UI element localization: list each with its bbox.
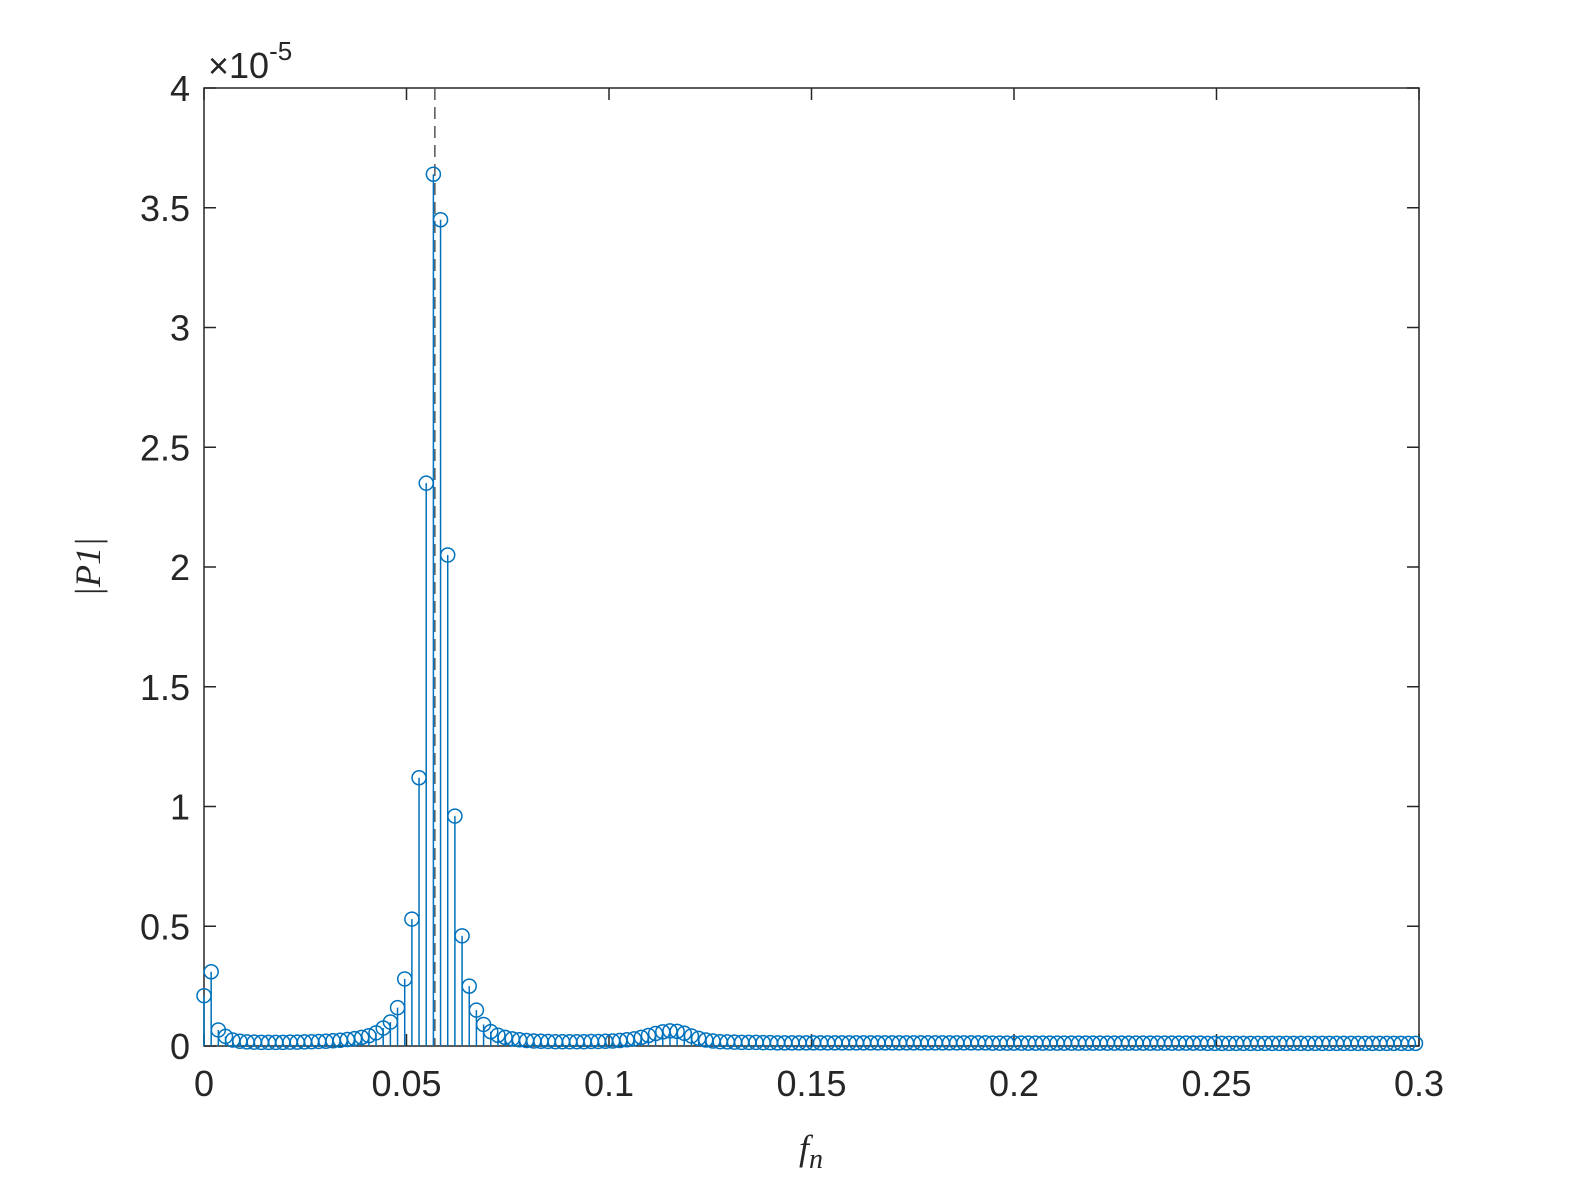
y-tick-label: 4: [170, 68, 190, 109]
stem-marker: [683, 1028, 700, 1044]
stem-marker: [447, 808, 463, 824]
stem-marker: [669, 1023, 685, 1040]
stem-marker: [432, 211, 449, 228]
stem-marker: [217, 1028, 234, 1045]
plot-area: [203, 87, 1420, 1047]
stem-marker: [439, 547, 456, 563]
multiplier-exponent: -5: [269, 36, 292, 66]
y-tick-label: 2: [170, 547, 190, 588]
stem-marker: [676, 1025, 693, 1042]
x-axis-label: fn: [799, 1128, 823, 1175]
x-tick-label: 0.15: [776, 1063, 846, 1104]
y-axis-label: |P1|: [68, 537, 108, 597]
stem-marker: [1407, 1035, 1424, 1052]
x-tick-label: 0.2: [989, 1063, 1039, 1104]
y-multiplier: ×10-5: [208, 36, 292, 86]
x-label-sub: n: [809, 1144, 823, 1175]
y-tick-label: 1: [170, 787, 190, 828]
multiplier-base: ×10: [208, 45, 269, 86]
y-tick-label: 0: [170, 1026, 190, 1067]
y-tick-label: 3.5: [140, 188, 190, 229]
x-tick-label: 0.05: [371, 1063, 441, 1104]
stem-marker: [425, 166, 442, 182]
x-tick-label: 0.25: [1181, 1063, 1251, 1104]
stem-marker: [454, 928, 470, 944]
y-tick-label: 0.5: [140, 906, 190, 947]
stem-marker: [490, 1027, 506, 1043]
y-tick-label: 3: [170, 308, 190, 349]
y-tick-label: 1.5: [140, 667, 190, 708]
y-tick-label: 2.5: [140, 427, 190, 468]
stem-marker: [482, 1023, 499, 1040]
x-tick-label: 0.3: [1394, 1063, 1444, 1104]
x-tick-label: 0: [194, 1063, 214, 1104]
stem-marker: [468, 1002, 485, 1018]
stem-marker: [203, 964, 219, 980]
x-tick-label: 0.1: [584, 1063, 634, 1104]
stem-marker: [690, 1030, 707, 1047]
stem-marker: [461, 978, 477, 994]
